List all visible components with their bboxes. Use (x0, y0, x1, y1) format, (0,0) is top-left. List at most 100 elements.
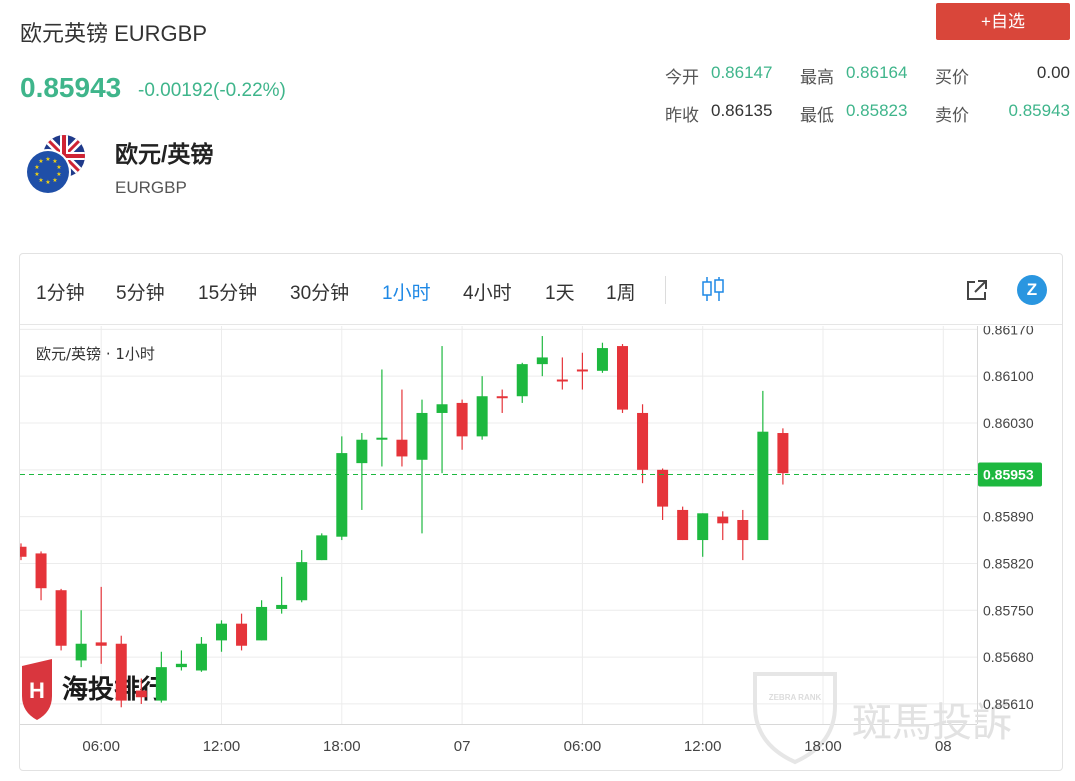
tab-15min[interactable]: 15分钟 (198, 283, 258, 304)
haitou-watermark-text: 海投排行 (62, 674, 166, 705)
x-tick-label: 06:00 (82, 738, 120, 755)
quote-label: 卖价 (935, 105, 969, 125)
candle-body (456, 402, 468, 437)
candle-body (376, 437, 388, 440)
candle-body (717, 516, 729, 524)
instrument-code: EURGBP (115, 178, 187, 197)
chart-legend: 欧元/英镑 · 1小时 (36, 345, 155, 363)
y-tick-label: 0.85750 (983, 602, 1034, 618)
quote-value: 0.86164 (846, 62, 908, 82)
instrument-name: 欧元/英镑 (115, 141, 214, 167)
candlestick-type-icon[interactable] (701, 276, 725, 302)
quote-open: 今开 0.86147 (665, 63, 800, 88)
candle-body (396, 439, 408, 457)
quote-prev-close: 昨收 0.86135 (665, 101, 800, 126)
quote-high: 最高 0.86164 (800, 63, 935, 88)
quote-low: 最低 0.85823 (800, 101, 935, 126)
tab-1hour[interactable]: 1小时 (382, 283, 431, 304)
zebra-badge-text: ZEBRA RANK (769, 693, 822, 702)
x-tick-label: 18:00 (323, 738, 361, 755)
x-tick-label: 12:00 (684, 738, 722, 755)
candle-body (296, 562, 308, 601)
quote-stats: 今开 0.86147 最高 0.86164 买价 0.00 昨收 0.86135… (665, 56, 1070, 132)
candle-body (556, 379, 568, 382)
tab-1min[interactable]: 1分钟 (36, 283, 85, 304)
svg-text:★: ★ (45, 179, 50, 186)
tab-5min[interactable]: 5分钟 (116, 283, 165, 304)
candle-body (175, 663, 187, 668)
current-price-label: 0.85953 (983, 466, 1034, 482)
candle-body (576, 369, 588, 372)
tab-1day[interactable]: 1天 (545, 283, 575, 304)
svg-text:★: ★ (45, 156, 50, 163)
candle-body (95, 642, 107, 646)
candle-body (195, 643, 207, 671)
svg-text:★: ★ (34, 171, 39, 178)
svg-text:★: ★ (52, 177, 57, 184)
x-tick-label: 07 (454, 738, 471, 755)
current-price-tag (978, 462, 1042, 487)
candle-body (516, 364, 528, 397)
x-tick-label: 06:00 (564, 738, 602, 755)
quote-label: 买价 (935, 67, 969, 87)
candle-body (777, 433, 789, 474)
zebra-shield-icon (753, 672, 837, 765)
quote-label: 最低 (800, 105, 834, 125)
quote-value: 0.86147 (711, 62, 773, 82)
svg-text:★: ★ (38, 177, 43, 184)
y-tick-label: 0.86030 (983, 415, 1034, 431)
candle-body (55, 590, 67, 646)
candle-body (135, 690, 147, 698)
tab-30min[interactable]: 30分钟 (290, 283, 350, 304)
y-tick-label: 0.85610 (983, 696, 1034, 712)
candle-body (115, 643, 127, 701)
candle-body (757, 431, 769, 541)
candle-body (476, 396, 488, 437)
page-title: 欧元英镑 EURGBP (20, 21, 208, 46)
quote-value: 0.85943 (1008, 100, 1070, 120)
svg-text:★: ★ (38, 158, 43, 165)
svg-text:★: ★ (34, 164, 39, 171)
zebra-watermark: ZEBRA RANK 斑馬投訴 (753, 672, 1012, 765)
candle-body (737, 519, 749, 541)
candle-body (316, 535, 328, 561)
y-tick-label: 0.85680 (983, 649, 1034, 665)
y-tick-label: 0.85890 (983, 509, 1034, 525)
zebra-logo-icon[interactable]: Z (1017, 275, 1047, 305)
candle-body (276, 604, 288, 609)
add-watchlist-button[interactable]: +自选 (936, 3, 1070, 40)
y-tick-label: 0.86100 (983, 368, 1034, 384)
quote-value: 0.00 (1036, 62, 1070, 82)
quote-label: 最高 (800, 67, 834, 87)
quote-label: 昨收 (665, 105, 699, 125)
candle-body (617, 346, 628, 410)
toolbar-divider (665, 276, 666, 304)
tab-1week[interactable]: 1周 (606, 283, 636, 304)
chart-panel: 1分钟 5分钟 15分钟 30分钟 1小时 4小时 1天 1周 Z ZEBRA … (19, 253, 1063, 771)
x-tick-label: 12:00 (203, 738, 241, 755)
candle-body (356, 439, 368, 464)
candle-body (697, 513, 709, 541)
x-tick-label: 18:00 (804, 738, 842, 755)
haitou-shield-letter: H (29, 678, 45, 703)
candle-body (236, 623, 248, 646)
price-change: -0.00192(-0.22%) (138, 80, 286, 101)
candle-body (596, 348, 608, 371)
candle-body (496, 396, 508, 399)
zebra-watermark-text: 斑馬投訴 (852, 700, 1012, 746)
candle-body (436, 404, 448, 413)
candle-body (637, 412, 649, 470)
quote-row: 昨收 0.86135 最低 0.85823 卖价 0.85943 (665, 94, 1070, 132)
candle-body (256, 606, 268, 641)
svg-text:★: ★ (56, 164, 61, 171)
eur-gbp-flag-icon: ★ ★★ ★★★ ★★★ ★ (25, 135, 85, 195)
svg-text:★: ★ (52, 158, 57, 165)
svg-text:★: ★ (56, 171, 61, 178)
quote-value: 0.86135 (711, 100, 773, 120)
popout-icon[interactable] (965, 278, 989, 302)
tab-4hour[interactable]: 4小时 (463, 283, 512, 304)
quote-bid: 买价 0.00 (935, 63, 1070, 88)
y-tick-label: 0.86170 (983, 326, 1034, 337)
candle-body (216, 623, 227, 641)
candle-body (416, 412, 428, 460)
